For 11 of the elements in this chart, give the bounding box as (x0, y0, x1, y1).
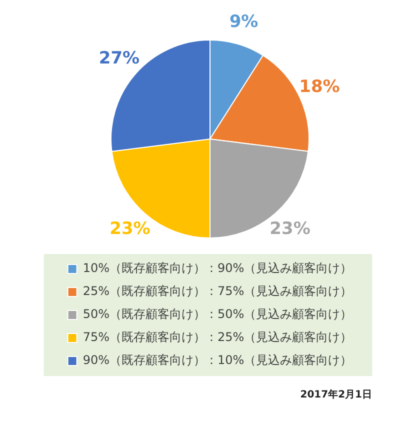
legend-label: 50%（既存顧客向け）：50%（見込み顧客向け） (82, 307, 352, 322)
data-label: 27% (98, 48, 140, 68)
data-label: 9% (229, 12, 258, 32)
text: 2017年2月1日 (300, 388, 372, 401)
legend-label: 25%（既存顧客向け）：75%（見込み顧客向け） (82, 284, 352, 298)
data-label: 18% (299, 76, 340, 97)
legend-label: 75%（既存顧客向け）：25%（見込み顧客向け） (82, 330, 352, 344)
data-label: 23% (270, 219, 310, 240)
legend-label: 10%（既存顧客向け）：90%（見込み顧客向け） (82, 261, 352, 276)
data-label: 23% (110, 219, 150, 240)
legend-label: 90%（既存顧客向け）：10%（見込み顧客向け） (82, 353, 352, 368)
